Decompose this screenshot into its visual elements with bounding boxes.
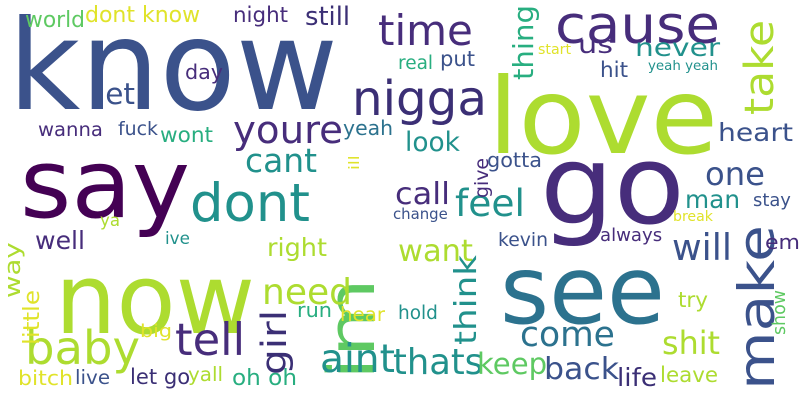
cloud-word: kevin bbox=[498, 230, 548, 251]
cloud-word: real bbox=[398, 53, 434, 74]
cloud-word: start bbox=[538, 42, 572, 58]
cloud-word: little bbox=[20, 289, 45, 345]
cloud-word: gotta bbox=[487, 148, 542, 172]
cloud-word: now bbox=[55, 243, 255, 356]
cloud-word: hold bbox=[398, 303, 438, 324]
cloud-word: want bbox=[398, 234, 473, 269]
cloud-word: know bbox=[8, 0, 339, 139]
cloud-word: one bbox=[705, 155, 765, 193]
cloud-word: ill bbox=[347, 155, 363, 170]
cloud-word: love bbox=[488, 56, 719, 178]
cloud-word: life bbox=[617, 363, 658, 392]
cloud-word: em bbox=[765, 230, 800, 254]
cloud-word: time bbox=[378, 6, 473, 55]
cloud-word: nigga bbox=[352, 71, 487, 127]
cloud-word: dont know bbox=[85, 3, 201, 28]
cloud-word: still bbox=[305, 2, 351, 32]
cloud-word: oh oh bbox=[232, 366, 298, 391]
cloud-word: thing bbox=[507, 5, 540, 81]
cloud-word: call bbox=[395, 177, 451, 212]
cloud-word: baby bbox=[25, 321, 141, 375]
cloud-word: ya bbox=[100, 211, 120, 230]
cloud-word: aint bbox=[320, 337, 395, 382]
cloud-word: live bbox=[75, 366, 111, 389]
cloud-word: think bbox=[449, 255, 484, 345]
cloud-word: hear bbox=[340, 303, 385, 326]
cloud-word: feel bbox=[455, 181, 525, 225]
cloud-word: put bbox=[440, 46, 476, 71]
cloud-word: say bbox=[20, 130, 191, 240]
cloud-word: right bbox=[267, 233, 327, 262]
cloud-word: break bbox=[673, 209, 713, 225]
cloud-word: try bbox=[678, 288, 708, 313]
cloud-word: go bbox=[540, 121, 685, 249]
cloud-word: cant bbox=[245, 141, 317, 180]
cloud-word: look bbox=[405, 127, 460, 158]
cloud-word: need bbox=[262, 272, 352, 313]
cloud-word: give bbox=[471, 157, 493, 198]
cloud-word: big bbox=[140, 321, 173, 342]
cloud-word: yeah bbox=[343, 116, 394, 140]
cloud-word: ive bbox=[165, 228, 190, 248]
cloud-word: hit bbox=[600, 58, 629, 83]
cloud-word: heart bbox=[718, 118, 794, 147]
cloud-word: us bbox=[578, 30, 613, 59]
cloud-word: day bbox=[185, 60, 224, 84]
cloud-word: let bbox=[97, 77, 136, 111]
cloud-word: thats bbox=[393, 342, 484, 383]
cloud-word: shit bbox=[662, 325, 721, 362]
cloud-word: wont bbox=[160, 123, 214, 148]
cloud-word: yall bbox=[188, 363, 224, 386]
cloud-word: change bbox=[393, 205, 448, 223]
cloud-word: always bbox=[600, 225, 663, 246]
cloud-word: tell bbox=[175, 313, 246, 366]
cloud-word: bitch bbox=[18, 366, 73, 390]
cloud-word: youre bbox=[233, 108, 343, 153]
cloud-word: will bbox=[672, 226, 732, 269]
cloud-word: take bbox=[737, 19, 783, 115]
cloud-word: wanna bbox=[38, 118, 103, 141]
cloud-word: man bbox=[685, 185, 741, 214]
cloud-word: back bbox=[544, 352, 620, 387]
cloud-word: see bbox=[500, 237, 665, 346]
cloud-word: well bbox=[35, 226, 86, 255]
cloud-word: show bbox=[770, 290, 790, 335]
cloud-word: stay bbox=[753, 190, 791, 211]
cloud-word: cause bbox=[555, 0, 721, 56]
cloud-word: world bbox=[25, 8, 86, 33]
cloud-word: night bbox=[233, 3, 289, 28]
cloud-word: let go bbox=[130, 364, 191, 389]
cloud-word: fuck bbox=[118, 118, 158, 140]
cloud-word: run bbox=[297, 298, 332, 322]
cloud-word: yeah yeah bbox=[648, 59, 718, 74]
cloud-word: leave bbox=[660, 363, 719, 388]
cloud-word: keep bbox=[477, 347, 548, 381]
cloud-word: dont bbox=[190, 173, 310, 234]
cloud-word: come bbox=[520, 315, 615, 355]
cloud-word: never bbox=[635, 33, 721, 62]
